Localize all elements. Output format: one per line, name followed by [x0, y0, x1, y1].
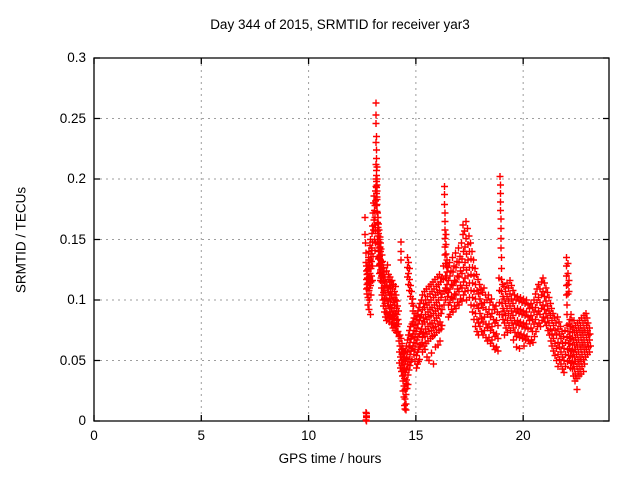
y-tick-label: 0.15 [59, 231, 86, 247]
axis-ticks [93, 57, 609, 422]
x-tick-label: 10 [301, 428, 317, 443]
data-points [361, 99, 594, 425]
x-tick-label: 0 [90, 428, 98, 443]
y-tick-label: 0.2 [67, 171, 86, 186]
x-axis-label: GPS time / hours [278, 451, 382, 466]
y-tick-label: 0.1 [67, 292, 86, 307]
y-tick-label: 0.25 [59, 110, 86, 126]
grid-lines [94, 58, 609, 421]
y-tick-label: 0.05 [59, 352, 86, 368]
y-tick-label: 0 [78, 413, 86, 428]
x-tick-label: 20 [515, 428, 531, 443]
plot-border [93, 57, 610, 422]
x-tick-label: 5 [197, 428, 206, 443]
chart-title: Day 344 of 2015, SRMTID for receiver yar… [210, 17, 470, 32]
y-tick-label: 0.3 [67, 50, 86, 65]
x-tick-label: 15 [408, 428, 424, 443]
